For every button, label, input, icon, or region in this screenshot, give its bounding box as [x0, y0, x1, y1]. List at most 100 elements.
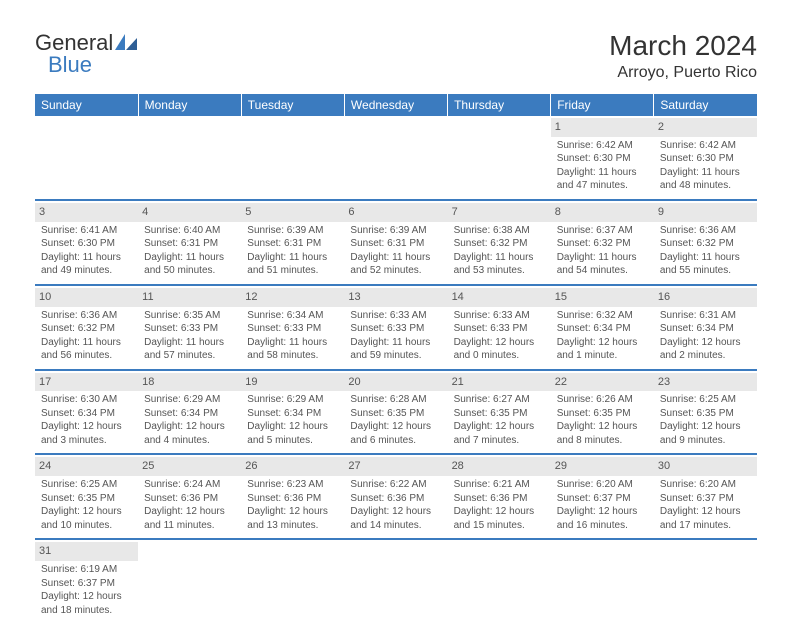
day-number: 20 [344, 373, 447, 392]
location: Arroyo, Puerto Rico [609, 64, 757, 82]
sunset-text: Sunset: 6:36 PM [454, 492, 547, 506]
sunrise-text: Sunrise: 6:22 AM [350, 478, 443, 492]
weekday-header-row: Sunday Monday Tuesday Wednesday Thursday… [35, 94, 757, 116]
daylight-text: Daylight: 11 hours and 53 minutes. [454, 251, 547, 278]
day-details: Sunrise: 6:20 AMSunset: 6:37 PMDaylight:… [658, 478, 753, 532]
day-number: 21 [448, 373, 551, 392]
sunrise-text: Sunrise: 6:19 AM [41, 563, 134, 577]
day-number: 24 [35, 457, 138, 476]
daylight-text: Daylight: 12 hours and 0 minutes. [454, 336, 547, 363]
sunset-text: Sunset: 6:31 PM [144, 237, 237, 251]
day-details: Sunrise: 6:28 AMSunset: 6:35 PMDaylight:… [348, 393, 443, 447]
day-number: 11 [138, 288, 241, 307]
calendar-row: 31Sunrise: 6:19 AMSunset: 6:37 PMDayligh… [35, 539, 757, 623]
sunrise-text: Sunrise: 6:38 AM [454, 224, 547, 238]
day-details: Sunrise: 6:27 AMSunset: 6:35 PMDaylight:… [452, 393, 547, 447]
day-number: 4 [138, 203, 241, 222]
day-number: 2 [654, 118, 757, 137]
logo-sub: Blue [48, 52, 92, 78]
day-details: Sunrise: 6:42 AMSunset: 6:30 PMDaylight:… [555, 139, 650, 193]
sunset-text: Sunset: 6:34 PM [247, 407, 340, 421]
calendar-cell: 30Sunrise: 6:20 AMSunset: 6:37 PMDayligh… [654, 454, 757, 539]
calendar-cell [35, 116, 138, 200]
calendar-cell: 17Sunrise: 6:30 AMSunset: 6:34 PMDayligh… [35, 370, 138, 455]
day-details: Sunrise: 6:20 AMSunset: 6:37 PMDaylight:… [555, 478, 650, 532]
calendar-cell: 29Sunrise: 6:20 AMSunset: 6:37 PMDayligh… [551, 454, 654, 539]
sunrise-text: Sunrise: 6:25 AM [660, 393, 753, 407]
day-details: Sunrise: 6:39 AMSunset: 6:31 PMDaylight:… [348, 224, 443, 278]
sunrise-text: Sunrise: 6:28 AM [350, 393, 443, 407]
day-details: Sunrise: 6:22 AMSunset: 6:36 PMDaylight:… [348, 478, 443, 532]
weekday-header: Friday [551, 94, 654, 116]
weekday-header: Saturday [654, 94, 757, 116]
calendar-table: Sunday Monday Tuesday Wednesday Thursday… [35, 94, 757, 623]
logo-sail-icon [115, 34, 137, 50]
sunrise-text: Sunrise: 6:20 AM [557, 478, 650, 492]
sunset-text: Sunset: 6:31 PM [247, 237, 340, 251]
calendar-cell: 24 Sunrise: 6:25 AMSunset: 6:35 PMDayligh… [35, 454, 138, 539]
month-title: March 2024 [609, 30, 757, 62]
daylight-text: Daylight: 11 hours and 47 minutes. [557, 166, 650, 193]
calendar-cell: 27 Sunrise: 6:22 AMSunset: 6:36 PMDayligh… [344, 454, 447, 539]
calendar-cell: 10Sunrise: 6:36 AMSunset: 6:32 PMDayligh… [35, 285, 138, 370]
sunset-text: Sunset: 6:33 PM [144, 322, 237, 336]
daylight-text: Daylight: 12 hours and 17 minutes. [660, 505, 753, 532]
day-number: 9 [654, 203, 757, 222]
calendar-cell: 28 Sunrise: 6:21 AMSunset: 6:36 PMDayligh… [448, 454, 551, 539]
calendar-cell: 15Sunrise: 6:32 AMSunset: 6:34 PMDayligh… [551, 285, 654, 370]
sunrise-text: Sunrise: 6:39 AM [350, 224, 443, 238]
sunrise-text: Sunrise: 6:23 AM [247, 478, 340, 492]
daylight-text: Daylight: 12 hours and 9 minutes. [660, 420, 753, 447]
day-details: Sunrise: 6:39 AMSunset: 6:31 PMDaylight:… [245, 224, 340, 278]
sunrise-text: Sunrise: 6:32 AM [557, 309, 650, 323]
day-details: Sunrise: 6:37 AMSunset: 6:32 PMDaylight:… [555, 224, 650, 278]
calendar-row: 24Sunrise: 6:25 AMSunset: 6:35 PMDayligh… [35, 454, 757, 539]
day-number: 3 [35, 203, 138, 222]
day-number: 28 [448, 457, 551, 476]
day-number: 13 [344, 288, 447, 307]
sunrise-text: Sunrise: 6:39 AM [247, 224, 340, 238]
sunset-text: Sunset: 6:37 PM [557, 492, 650, 506]
weekday-header: Wednesday [344, 94, 447, 116]
calendar-cell [241, 116, 344, 200]
day-number: 23 [654, 373, 757, 392]
sunrise-text: Sunrise: 6:42 AM [660, 139, 753, 153]
calendar-cell: 9Sunrise: 6:36 AMSunset: 6:32 PMDaylight… [654, 200, 757, 285]
sunset-text: Sunset: 6:35 PM [41, 492, 134, 506]
daylight-text: Daylight: 12 hours and 13 minutes. [247, 505, 340, 532]
sunrise-text: Sunrise: 6:20 AM [660, 478, 753, 492]
calendar-cell: 26Sunrise: 6:23 AMSunset: 6:36 PMDayligh… [241, 454, 344, 539]
sunset-text: Sunset: 6:36 PM [144, 492, 237, 506]
daylight-text: Daylight: 11 hours and 55 minutes. [660, 251, 753, 278]
day-details: Sunrise: 6:23 AMSunset: 6:36 PMDaylight:… [245, 478, 340, 532]
day-number: 22 [551, 373, 654, 392]
calendar-cell [241, 539, 344, 623]
day-details: Sunrise: 6:29 AMSunset: 6:34 PMDaylight:… [245, 393, 340, 447]
sunset-text: Sunset: 6:35 PM [557, 407, 650, 421]
sunset-text: Sunset: 6:32 PM [660, 237, 753, 251]
calendar-cell [138, 539, 241, 623]
day-details: Sunrise: 6:25 AMSunset: 6:35 PMDaylight:… [39, 478, 134, 532]
calendar-cell: 7Sunrise: 6:38 AMSunset: 6:32 PMDaylight… [448, 200, 551, 285]
daylight-text: Daylight: 11 hours and 50 minutes. [144, 251, 237, 278]
sunrise-text: Sunrise: 6:30 AM [41, 393, 134, 407]
daylight-text: Daylight: 11 hours and 48 minutes. [660, 166, 753, 193]
sunrise-text: Sunrise: 6:25 AM [41, 478, 134, 492]
sunrise-text: Sunrise: 6:36 AM [41, 309, 134, 323]
day-details: Sunrise: 6:32 AMSunset: 6:34 PMDaylight:… [555, 309, 650, 363]
day-details: Sunrise: 6:21 AMSunset: 6:36 PMDaylight:… [452, 478, 547, 532]
daylight-text: Daylight: 12 hours and 2 minutes. [660, 336, 753, 363]
calendar-cell: 5Sunrise: 6:39 AMSunset: 6:31 PMDaylight… [241, 200, 344, 285]
daylight-text: Daylight: 12 hours and 1 minute. [557, 336, 650, 363]
calendar-cell [551, 539, 654, 623]
calendar-row: 17Sunrise: 6:30 AMSunset: 6:34 PMDayligh… [35, 370, 757, 455]
sunset-text: Sunset: 6:34 PM [41, 407, 134, 421]
day-number: 27 [344, 457, 447, 476]
weekday-header: Tuesday [241, 94, 344, 116]
day-details: Sunrise: 6:33 AMSunset: 6:33 PMDaylight:… [452, 309, 547, 363]
title-block: March 2024 Arroyo, Puerto Rico [609, 30, 757, 82]
sunset-text: Sunset: 6:34 PM [557, 322, 650, 336]
sunrise-text: Sunrise: 6:29 AM [247, 393, 340, 407]
sunset-text: Sunset: 6:36 PM [350, 492, 443, 506]
day-number: 19 [241, 373, 344, 392]
